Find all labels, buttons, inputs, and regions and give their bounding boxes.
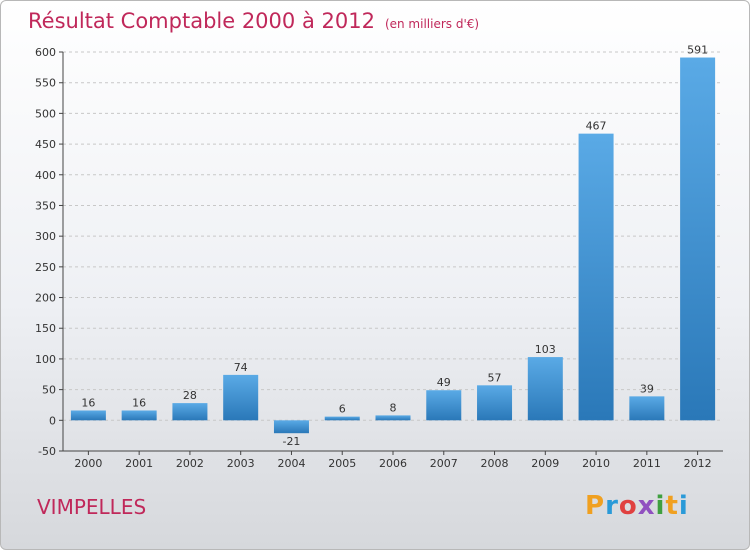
x-tick-label: 2008 [481, 457, 509, 470]
bar-2004 [273, 420, 309, 434]
data-label-2000: 16 [81, 396, 95, 409]
x-tick-label: 2006 [379, 457, 407, 470]
y-tick-label: 300 [35, 230, 56, 243]
x-tick-label: 2011 [633, 457, 661, 470]
data-label-2008: 57 [488, 371, 502, 384]
x-tick-label: 2001 [125, 457, 153, 470]
axes: -50 0 50 100 150 200 250 300 350 400 450 500 550 600 2… [35, 46, 723, 470]
data-label-2007: 49 [437, 376, 451, 389]
bar-2001 [121, 410, 157, 421]
bar-2005 [324, 416, 360, 421]
y-tick-label: 50 [42, 384, 56, 397]
y-tick-label: -50 [38, 445, 56, 458]
y-tick-label: 600 [35, 46, 56, 59]
y-tick-label: 100 [35, 353, 56, 366]
data-label-2005: 6 [339, 403, 346, 416]
bar-2011 [629, 396, 665, 421]
commune-name: VIMPELLES [37, 495, 147, 519]
y-tick-label: 500 [35, 107, 56, 120]
proxiti-logo: Proxiti [585, 491, 689, 521]
bar-2009 [527, 357, 563, 421]
x-tick-label: 2010 [582, 457, 610, 470]
y-tick-label: 450 [35, 138, 56, 151]
data-label-2001: 16 [132, 396, 146, 409]
data-label-2012: 591 [687, 44, 708, 57]
data-label-2009: 103 [535, 343, 556, 356]
data-labels: 16 16 28 74 -21 6 8 49 57 103 467 39 591 [81, 44, 708, 449]
bar-2003 [223, 374, 259, 421]
bar-2000 [70, 410, 106, 421]
y-tick-label: 150 [35, 322, 56, 335]
y-tick-label: 250 [35, 261, 56, 274]
y-tick-label: 550 [35, 77, 56, 90]
x-tick-label: 2000 [74, 457, 102, 470]
y-tick-label: 200 [35, 292, 56, 305]
bar-2008 [477, 385, 513, 421]
bar-2006 [375, 415, 411, 421]
data-label-2010: 467 [586, 120, 607, 133]
bar-2012 [680, 57, 716, 421]
chart-subtitle: (en milliers d'€) [384, 17, 480, 31]
x-tick-label: 2002 [176, 457, 204, 470]
x-tick-label: 2003 [227, 457, 255, 470]
data-label-2003: 74 [234, 361, 248, 374]
y-tick-label: 400 [35, 169, 56, 182]
y-tick-label: 350 [35, 199, 56, 212]
x-tick-label: 2005 [328, 457, 356, 470]
chart-title: Résultat Comptable 2000 à 2012 (en millie… [28, 9, 479, 33]
data-label-2006: 8 [390, 401, 397, 414]
y-tick-label: 0 [49, 414, 56, 427]
data-label-2004: -21 [282, 435, 300, 448]
data-label-2002: 28 [183, 389, 197, 402]
x-tick-label: 2004 [277, 457, 305, 470]
data-label-2011: 39 [640, 382, 654, 395]
x-tick-label: 2007 [430, 457, 458, 470]
bars [70, 57, 716, 434]
x-tick-label: 2012 [684, 457, 712, 470]
bar-2010 [578, 133, 614, 421]
grid-lines [63, 51, 723, 421]
x-tick-label: 2009 [531, 457, 559, 470]
bar-2002 [172, 403, 208, 421]
chart-title-text: Résultat Comptable 2000 à 2012 [28, 9, 375, 33]
bar-2007 [426, 390, 462, 421]
